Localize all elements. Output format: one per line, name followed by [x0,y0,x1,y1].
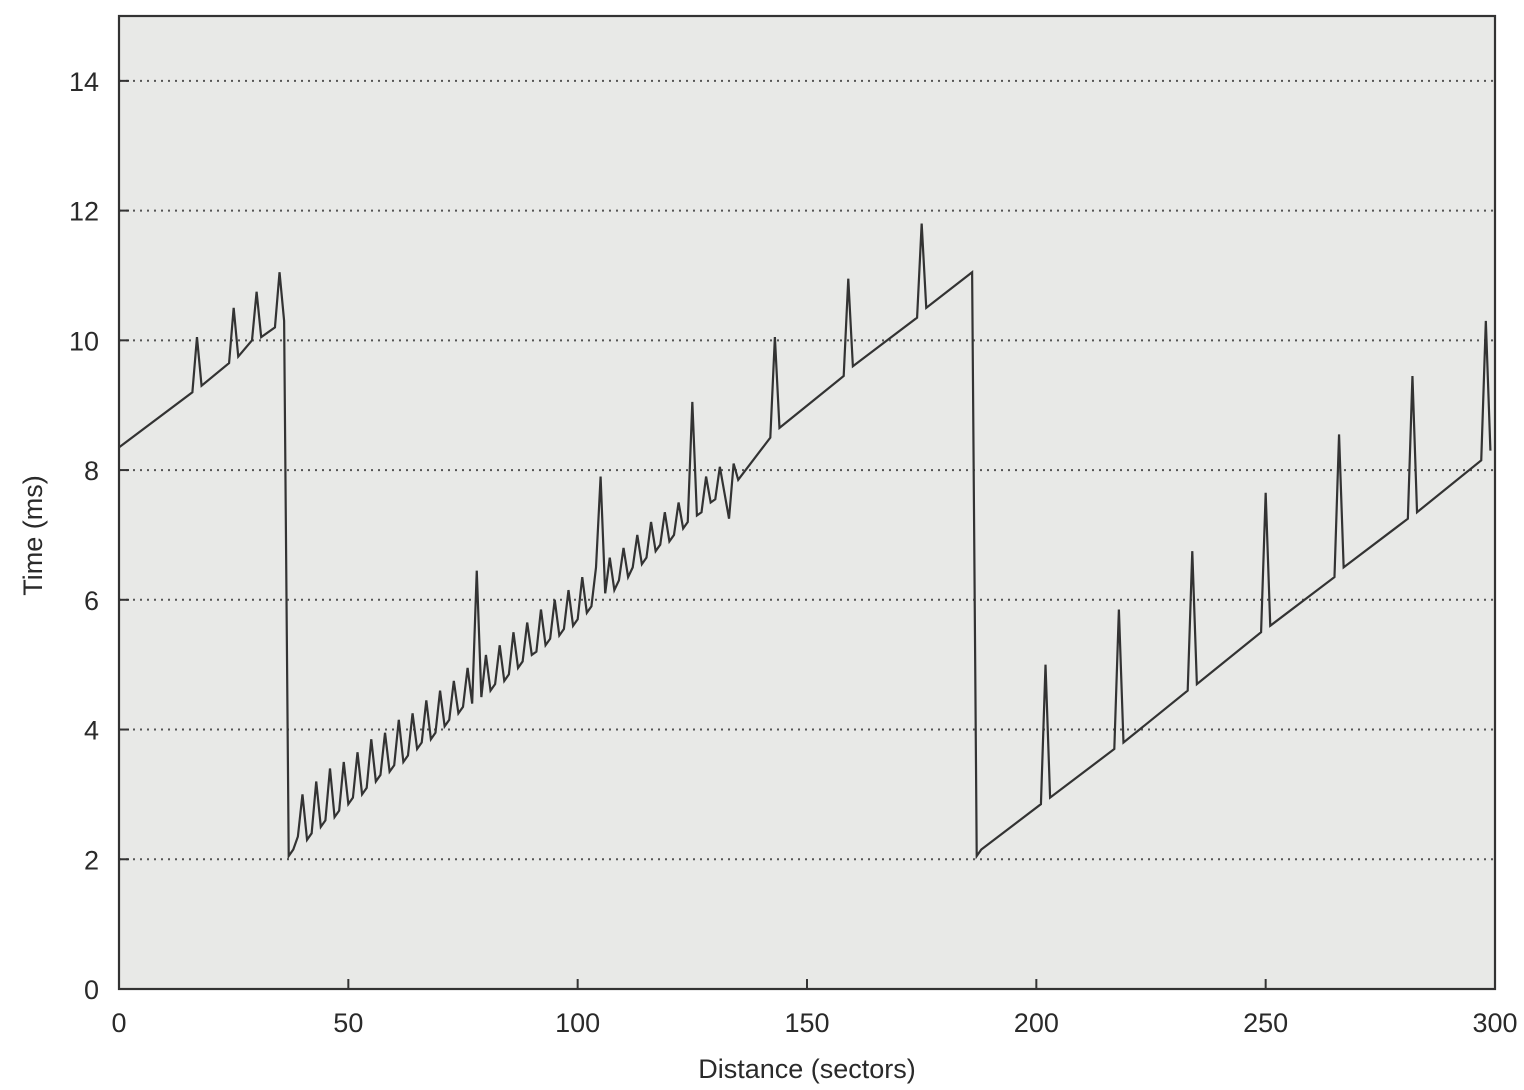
series-layer [118,223,1492,860]
x-tick-label: 150 [784,1008,829,1038]
y-tick-label: 0 [84,975,99,1005]
grid-lines [119,79,1495,861]
y-tick-label: 6 [84,586,99,616]
axis-ticks: 0 50 100 150 200 250 300 0 2 4 6 8 10 12 14 [69,67,1518,1038]
y-tick-label: 8 [84,456,99,486]
x-tick-label: 100 [555,1008,600,1038]
plot-area [119,16,1495,989]
y-tick-label: 14 [69,67,99,97]
y-tick-label: 10 [69,326,99,356]
y-tick-label: 2 [84,845,99,875]
x-tick-label: 50 [333,1008,363,1038]
y-tick-label: 12 [69,197,99,227]
y-tick-label: 4 [84,716,99,746]
x-tick-label: 0 [111,1008,126,1038]
series-line-0 [118,223,1492,860]
x-axis-label: Distance (sectors) [698,1054,916,1084]
x-tick-label: 200 [1014,1008,1059,1038]
x-tick-label: 300 [1472,1008,1517,1038]
y-axis-label: Time (ms) [18,475,48,595]
x-tick-label: 250 [1243,1008,1288,1038]
